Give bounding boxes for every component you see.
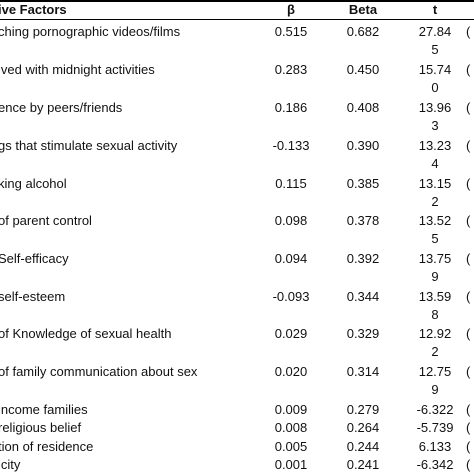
row-t-wrapped-digit: 9 [431, 269, 439, 284]
row-b-value: 0.005 [274, 439, 308, 454]
row-factor-label: icity [0, 457, 21, 472]
table-top-rule [0, 0, 474, 2]
row-t-wrapped-digit: 9 [431, 382, 439, 397]
clipped-column-edge: ( [466, 402, 471, 417]
row-factor-label: king alcohol [0, 176, 67, 191]
clipped-column-edge: ( [466, 326, 471, 341]
row-t-value: 13.75 [418, 251, 452, 266]
row-b-value: 0.098 [274, 213, 308, 228]
row-t-value: -6.322 [416, 402, 454, 417]
clipped-column-edge: ( [466, 251, 471, 266]
row-beta-value: 0.392 [346, 251, 380, 266]
table-header-rule [0, 19, 474, 20]
clipped-column-edge: ( [466, 439, 471, 454]
row-b-value: 0.020 [274, 364, 308, 379]
row-b-value: 0.283 [274, 62, 308, 77]
row-t-wrapped-digit: 2 [431, 344, 439, 359]
row-factor-label: of Knowledge of sexual health [0, 326, 172, 341]
row-b-value: 0.009 [274, 402, 308, 417]
row-b-value: 0.115 [275, 176, 307, 191]
row-t-wrapped-digit: 5 [431, 231, 439, 246]
row-factor-label: of family communication about sex [0, 364, 198, 379]
row-beta-value: 0.378 [346, 213, 380, 228]
row-b-value: 0.001 [274, 457, 308, 472]
clipped-column-edge: ( [466, 364, 471, 379]
row-t-value: 12.75 [418, 364, 452, 379]
row-beta-value: 0.682 [346, 24, 380, 39]
row-beta-value: 0.241 [346, 457, 380, 472]
row-b-value: 0.029 [274, 326, 308, 341]
clipped-column-edge: ( [466, 457, 471, 472]
row-t-wrapped-digit: 2 [431, 194, 439, 209]
row-t-value: 6.133 [418, 439, 452, 454]
row-t-value: 13.96 [418, 100, 452, 115]
row-t-value: 13.23 [418, 138, 452, 153]
row-b-value: 0.186 [274, 100, 308, 115]
row-b-value: 0.094 [274, 251, 308, 266]
row-factor-label: gs that stimulate sexual activity [0, 138, 178, 153]
row-beta-value: 0.390 [346, 138, 380, 153]
row-beta-value: 0.329 [346, 326, 380, 341]
clipped-column-edge: ( [466, 138, 471, 153]
row-beta-value: 0.344 [346, 289, 380, 304]
row-beta-value: 0.244 [346, 439, 380, 454]
row-t-value: 12.92 [418, 326, 452, 341]
row-beta-value: 0.385 [346, 176, 380, 191]
row-beta-value: 0.264 [346, 420, 380, 435]
row-t-value: -6.342 [416, 457, 454, 472]
row-factor-label: ence by peers/friends [0, 100, 123, 115]
row-t-value: 15.74 [418, 62, 452, 77]
header-t: t [432, 2, 438, 17]
header-factors: ive Factors [0, 2, 67, 17]
clipped-column-edge: ( [466, 289, 471, 304]
header-beta-symbol: β [287, 2, 295, 17]
row-factor-label: lved with midnight activities [0, 62, 155, 77]
row-factor-label: religious belief [0, 420, 82, 435]
row-b-value: 0.008 [274, 420, 308, 435]
row-b-value: -0.133 [272, 138, 310, 153]
clipped-column-edge: ( [466, 24, 471, 39]
row-beta-value: 0.279 [346, 402, 380, 417]
row-t-value: 13.59 [418, 289, 452, 304]
clipped-column-edge: ( [466, 100, 471, 115]
row-t-wrapped-digit: 4 [431, 156, 439, 171]
row-t-value: 13.52 [418, 213, 452, 228]
row-factor-label: ching pornographic videos/films [0, 24, 181, 39]
row-t-wrapped-digit: 8 [431, 307, 439, 322]
row-t-wrapped-digit: 0 [431, 80, 439, 95]
clipped-column-edge: ( [466, 213, 471, 228]
row-beta-value: 0.408 [346, 100, 380, 115]
clipped-column-edge: ( [466, 420, 471, 435]
header-beta: Beta [348, 2, 378, 17]
row-t-value: -5.739 [416, 420, 454, 435]
row-t-value: 13.15 [418, 176, 452, 191]
row-factor-label: Self-efficacy [0, 251, 69, 266]
row-factor-label: income families [0, 402, 88, 417]
row-beta-value: 0.450 [346, 62, 380, 77]
row-t-wrapped-digit: 3 [431, 118, 439, 133]
row-t-wrapped-digit: 5 [431, 42, 439, 57]
row-factor-label: of parent control [0, 213, 92, 228]
clipped-column-edge: ( [466, 62, 471, 77]
row-b-value: 0.515 [274, 24, 308, 39]
row-t-value: 27.84 [418, 24, 452, 39]
row-factor-label: tion of residence [0, 439, 94, 454]
row-factor-label: self-esteem [0, 289, 66, 304]
clipped-column-edge: ( [466, 176, 471, 191]
row-b-value: -0.093 [272, 289, 310, 304]
row-beta-value: 0.314 [346, 364, 380, 379]
